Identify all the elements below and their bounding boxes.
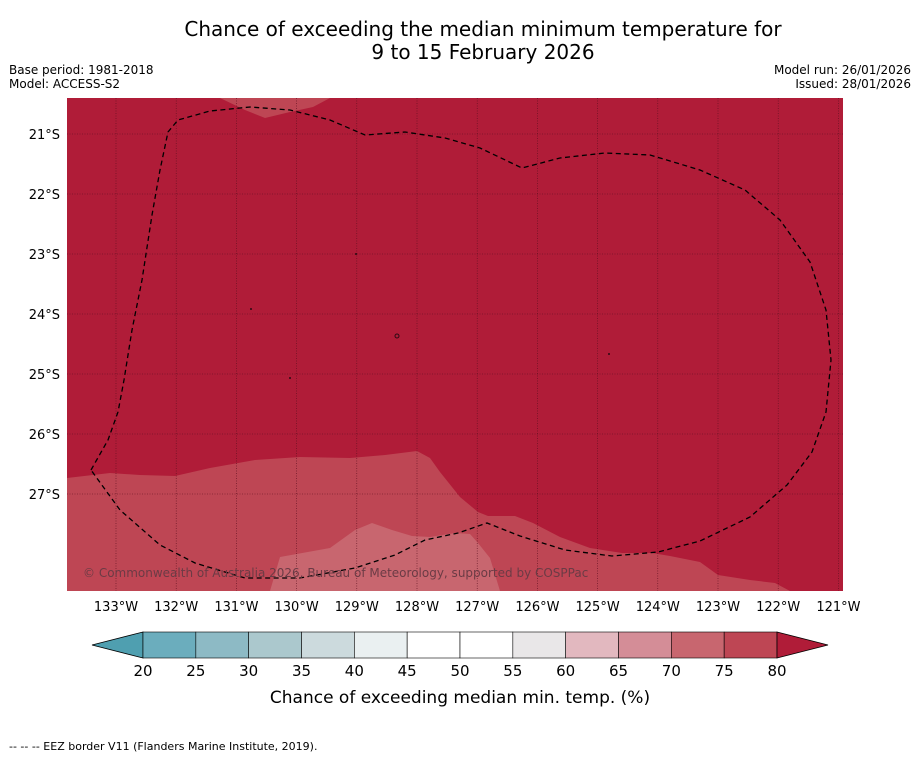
title-line-1: Chance of exceeding the median minimum t… xyxy=(184,17,782,41)
latitude-label: 21°S xyxy=(29,128,60,143)
longitude-label: 127°W xyxy=(455,600,499,615)
colorbar-bin xyxy=(406,631,461,659)
longitude-label: 130°W xyxy=(275,600,319,615)
longitude-labels: 133°W 132°W 131°W 130°W 129°W 128°W 127°W 126°W… xyxy=(94,600,861,615)
graticule xyxy=(67,98,843,591)
eez-legend-note: -- -- -- EEZ border V11 (Flanders Marine… xyxy=(9,740,318,753)
colorbar-tick-label: 60 xyxy=(556,662,575,680)
colorbar-tick-label: 45 xyxy=(398,662,417,680)
chart-title: Chance of exceeding the median minimum t… xyxy=(0,18,919,64)
colorbar-tick-label: 40 xyxy=(345,662,364,680)
colorbar-bin xyxy=(248,631,302,659)
colorbar-tick-label: 30 xyxy=(239,662,258,680)
title-line-2: 9 to 15 February 2026 xyxy=(371,40,595,64)
model-name: Model: ACCESS-S2 xyxy=(9,77,121,91)
latitude-label: 22°S xyxy=(29,188,60,203)
colorbar-tick-label: 25 xyxy=(186,662,205,680)
island xyxy=(394,333,400,339)
colorbar-tick-label: 20 xyxy=(133,662,152,680)
colorbar-tick-label: 75 xyxy=(715,662,734,680)
latitude-label: 26°S xyxy=(29,428,60,443)
colorbar-bin xyxy=(195,631,249,659)
longitude-label: 125°W xyxy=(576,600,620,615)
colorbar-over-arrow xyxy=(776,631,829,659)
longitude-label: 124°W xyxy=(636,600,680,615)
colorbar-tick-label: 80 xyxy=(767,662,786,680)
longitude-label: 122°W xyxy=(756,600,800,615)
colorbar-label: Chance of exceeding median min. temp. (%… xyxy=(270,688,650,708)
colorbar-bin xyxy=(459,631,514,659)
island xyxy=(289,377,291,379)
island xyxy=(250,308,252,310)
colorbar-bin xyxy=(301,631,355,659)
longitude-label: 132°W xyxy=(154,600,198,615)
metadata-left: Base period: 1981-2018 Model: ACCESS-S2 xyxy=(9,63,154,91)
island xyxy=(608,353,610,355)
eez-border xyxy=(90,106,832,579)
latitude-label: 23°S xyxy=(29,248,60,263)
colorbar-tick-label: 35 xyxy=(292,662,311,680)
colorbar-tick-label: 50 xyxy=(450,662,469,680)
colorbar-tick-labels: 20 25 30 35 40 45 50 55 60 65 70 75 80 xyxy=(133,662,786,680)
colorbar-under-arrow xyxy=(91,631,144,659)
colorbar-bin xyxy=(354,631,408,659)
colorbar-tick-label: 70 xyxy=(662,662,681,680)
map-area: © Commonwealth of Australia 2026, Bureau… xyxy=(67,98,843,591)
longitude-label: 126°W xyxy=(515,600,559,615)
longitude-label: 133°W xyxy=(94,600,138,615)
colorbar-tick-label: 65 xyxy=(609,662,628,680)
longitude-label: 131°W xyxy=(214,600,258,615)
colorbar-bin xyxy=(723,631,778,659)
longitude-label: 123°W xyxy=(696,600,740,615)
colorbar-bin xyxy=(142,631,197,659)
longitude-label: 128°W xyxy=(395,600,439,615)
longitude-label: 129°W xyxy=(335,600,379,615)
copyright-notice: © Commonwealth of Australia 2026, Bureau… xyxy=(83,566,588,580)
latitude-label: 25°S xyxy=(29,368,60,383)
colorbar: 20 25 30 35 40 45 50 55 60 65 70 75 80 Chance of exc… xyxy=(91,631,829,708)
latitude-label: 27°S xyxy=(29,488,60,503)
colorbar-bin xyxy=(671,631,725,659)
base-period: Base period: 1981-2018 xyxy=(9,63,154,77)
latitude-labels: 21°S 22°S 23°S 24°S 25°S 26°S 27°S xyxy=(29,128,60,503)
model-run: Model run: 26/01/2026 xyxy=(773,63,911,77)
issued-date: Issued: 28/01/2026 xyxy=(795,77,911,91)
island xyxy=(355,253,357,255)
colorbar-tick-label: 55 xyxy=(503,662,522,680)
colorbar-bins xyxy=(142,631,778,659)
islands xyxy=(250,253,610,379)
longitude-label: 121°W xyxy=(816,600,860,615)
probability-75-80-north xyxy=(220,98,330,118)
colorbar-bin xyxy=(565,631,619,659)
colorbar-bin xyxy=(512,631,566,659)
latitude-label: 24°S xyxy=(29,308,60,323)
probability-70-75-region xyxy=(270,523,500,591)
colorbar-bin xyxy=(618,631,672,659)
metadata-right: Model run: 26/01/2026 Issued: 28/01/2026 xyxy=(774,63,911,91)
